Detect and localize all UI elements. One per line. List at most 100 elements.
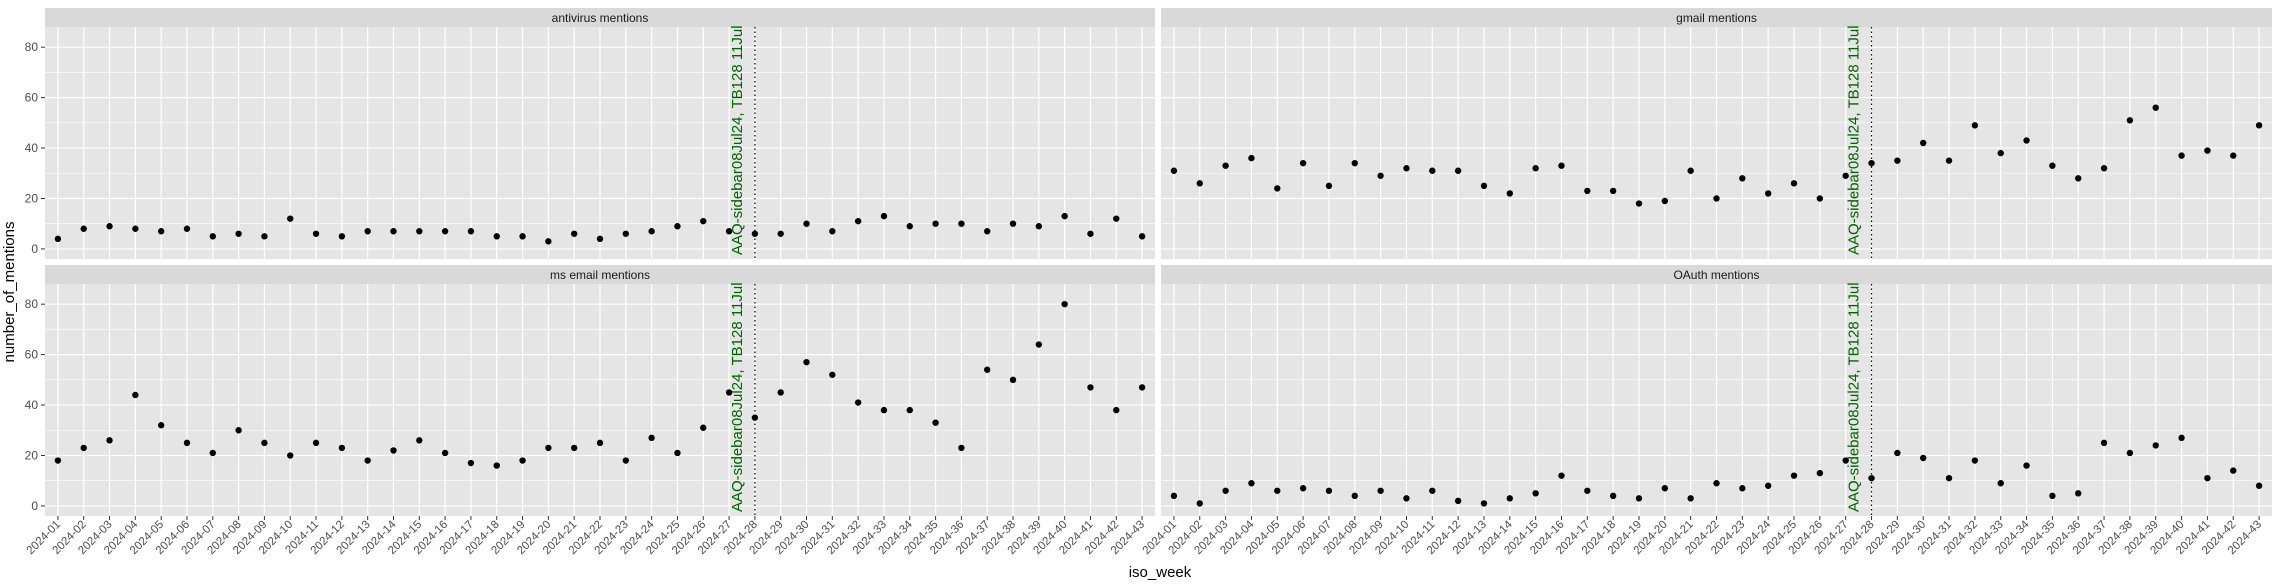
data-point (338, 444, 346, 452)
facet-title: OAuth mentions (1673, 268, 1759, 282)
data-point (1087, 230, 1094, 237)
facet-panel: ms email mentions0204060802024-012024-02… (25, 265, 1155, 557)
data-point (545, 238, 552, 245)
data-point (519, 457, 526, 464)
facet-title: ms email mentions (550, 268, 650, 282)
y-axis-label: number_of_mentions (1, 222, 18, 363)
data-point (312, 439, 320, 447)
data-point (1035, 223, 1043, 230)
data-point (751, 230, 759, 237)
y-tick-label: 80 (25, 40, 39, 54)
data-point (1816, 469, 1824, 477)
data-point (906, 223, 913, 230)
reference-line-label: AAQ-sidebar08Jul24, TB128 11Jul (729, 25, 746, 255)
data-point (2100, 439, 2108, 447)
data-point (1919, 454, 1927, 462)
data-point (751, 414, 759, 421)
data-point (519, 233, 526, 240)
data-point (984, 366, 991, 373)
data-point (1506, 495, 1514, 502)
data-point (1635, 495, 1643, 502)
data-point (80, 444, 87, 452)
data-point (1035, 341, 1043, 348)
data-point (209, 233, 216, 240)
data-point (1061, 300, 1068, 308)
data-point (2255, 122, 2263, 129)
data-point (312, 230, 320, 237)
data-point (1919, 139, 1927, 147)
data-point (1480, 182, 1488, 190)
y-tick-label: 40 (25, 398, 39, 412)
data-point (1764, 190, 1772, 197)
data-point (1454, 167, 1462, 174)
data-point (183, 439, 191, 447)
data-point (1351, 492, 1358, 500)
data-point (183, 225, 191, 232)
data-point (493, 462, 500, 469)
data-point (1661, 485, 1669, 492)
data-point (829, 228, 836, 235)
data-point (674, 223, 681, 230)
data-point (1274, 487, 1281, 494)
data-point (1196, 500, 1203, 507)
data-point (261, 439, 268, 447)
data-point (467, 228, 475, 235)
data-point (1687, 495, 1694, 502)
data-point (570, 230, 578, 237)
data-point (157, 422, 165, 429)
data-point (700, 217, 707, 225)
facet-strip (1161, 8, 2272, 27)
data-point (1325, 487, 1333, 494)
data-point (854, 217, 862, 225)
data-point (700, 424, 707, 431)
data-point (132, 225, 139, 232)
y-tick-label: 20 (25, 191, 39, 205)
x-axis-label: iso_week (1129, 564, 1192, 581)
data-point (1222, 487, 1229, 494)
data-point (1113, 406, 1120, 414)
data-point (2178, 434, 2185, 442)
data-point (1971, 122, 1979, 129)
data-point (1087, 384, 1094, 391)
data-point (596, 439, 604, 447)
data-point (157, 228, 165, 235)
data-point (441, 449, 449, 457)
data-point (1945, 474, 1953, 482)
data-point (1687, 167, 1694, 174)
data-point (209, 449, 216, 457)
data-point (725, 389, 733, 396)
data-point (1248, 480, 1255, 487)
data-point (622, 230, 630, 237)
data-point (1894, 449, 1901, 457)
data-point (1764, 482, 1772, 489)
data-point (1138, 384, 1146, 391)
data-point (829, 371, 836, 378)
data-point (1170, 167, 1178, 174)
data-point (1739, 175, 1746, 182)
data-point (54, 235, 62, 243)
data-point (235, 427, 242, 434)
data-point (2204, 474, 2211, 482)
data-point (2230, 152, 2237, 159)
data-point (1894, 157, 1901, 164)
data-point (1635, 200, 1643, 207)
data-point (1248, 154, 1255, 162)
data-point (2230, 467, 2237, 474)
facet-strip (1161, 265, 2272, 284)
data-point (2255, 482, 2263, 489)
data-point (106, 437, 113, 444)
data-point (803, 358, 810, 366)
data-point (132, 391, 139, 399)
reference-line-label: AAQ-sidebar08Jul24, TB128 11Jul (1846, 25, 1863, 255)
data-point (648, 434, 655, 442)
data-point (1377, 172, 1384, 179)
data-point (1274, 185, 1281, 192)
data-point (2100, 165, 2108, 172)
data-point (777, 389, 784, 396)
data-point (1868, 159, 1875, 167)
data-point (493, 233, 500, 240)
data-point (1325, 182, 1333, 190)
data-point (2075, 490, 2082, 497)
data-point (1061, 212, 1068, 220)
